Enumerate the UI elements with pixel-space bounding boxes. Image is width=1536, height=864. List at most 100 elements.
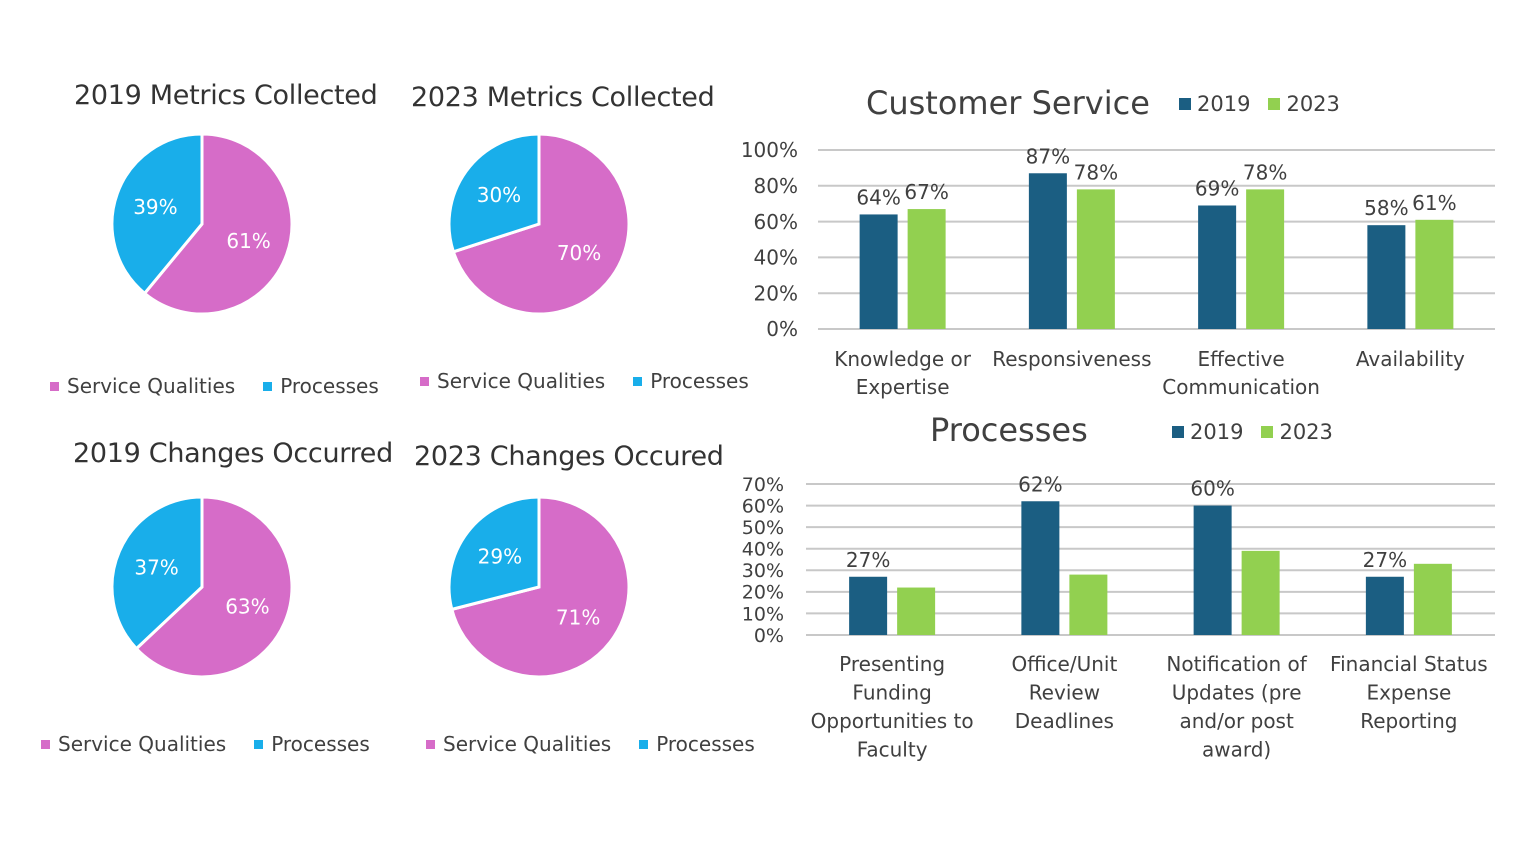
x-category-label: Responsiveness xyxy=(992,347,1151,371)
bar-2023-0 xyxy=(897,587,936,635)
bar-title-processes: Processes xyxy=(930,411,1088,449)
bar-data-label: 78% xyxy=(1243,160,1287,184)
bar-2019-2 xyxy=(1193,505,1232,635)
pie-legend-2019-changes: Service Qualities Processes xyxy=(41,732,370,756)
x-category-label: Availability xyxy=(1356,347,1465,371)
bar-chart-customer-service: 0% 20% 40% 60% 80% 100% 64% 67% Knowledge or Expe… xyxy=(741,138,1495,399)
x-category-label: Review xyxy=(1029,681,1100,705)
bar-data-label: 62% xyxy=(1018,472,1062,496)
bar-2019-3 xyxy=(1365,576,1404,635)
x-category-label: Reporting xyxy=(1360,709,1457,733)
legend-label-2023: 2023 xyxy=(1279,420,1333,444)
bar-data-label: 64% xyxy=(856,185,900,209)
legend-item-service-qualities: Service Qualities xyxy=(426,732,611,756)
legend-swatch-processes xyxy=(633,376,643,386)
y-tick-label: 40% xyxy=(754,246,798,270)
pie-title-2023-changes: 2023 Changes Occured xyxy=(414,441,724,472)
y-tick-label: 0% xyxy=(754,625,784,647)
legend-label: Processes xyxy=(280,374,379,398)
x-category-label: Funding xyxy=(852,681,931,705)
bar-2023-1 xyxy=(1076,189,1115,329)
legend-swatch-service-qualities xyxy=(420,376,429,386)
bar-2023-1 xyxy=(1069,574,1108,635)
x-category-label: Faculty xyxy=(857,738,928,762)
y-tick-label: 60% xyxy=(754,210,798,234)
pie-data-label: 30% xyxy=(477,183,521,207)
x-category-label: award) xyxy=(1202,738,1271,762)
x-category-label: Communication xyxy=(1162,375,1320,399)
bar-2019-1 xyxy=(1021,501,1060,635)
x-category-label: Office/Unit xyxy=(1011,652,1117,676)
pie-slice-service-qualities xyxy=(451,132,631,316)
legend-label-2019: 2019 xyxy=(1197,92,1251,116)
pie-data-label: 39% xyxy=(133,195,177,219)
legend-label: Service Qualities xyxy=(67,374,236,398)
y-tick-label: 20% xyxy=(742,582,784,604)
y-tick-label: 10% xyxy=(742,603,784,625)
legend-swatch-2023 xyxy=(1261,426,1274,438)
legend-label: Service Qualities xyxy=(58,732,227,756)
y-tick-label: 40% xyxy=(742,539,784,561)
pie-data-label: 29% xyxy=(478,545,522,569)
bar-title-customer-service: Customer Service xyxy=(866,84,1150,122)
bar-2023-2 xyxy=(1241,550,1280,635)
legend-item-service-qualities: Service Qualities xyxy=(50,374,235,398)
x-category-label: Opportunities to xyxy=(811,709,974,733)
x-category-label: Deadlines xyxy=(1015,709,1114,733)
pie-chart-2023-changes: 71% 29% xyxy=(447,495,631,679)
legend-swatch-service-qualities xyxy=(426,739,435,749)
legend-swatch-processes xyxy=(254,739,264,749)
legend-swatch-processes xyxy=(263,381,273,391)
bar-2023-2 xyxy=(1246,189,1285,329)
pie-slice-processes xyxy=(110,495,204,651)
pie-title-2019-metrics: 2019 Metrics Collected xyxy=(74,80,378,111)
legend-swatch-2019 xyxy=(1172,426,1184,438)
y-tick-label: 80% xyxy=(754,174,798,198)
pie-data-label: 63% xyxy=(225,595,269,619)
bar-data-label: 87% xyxy=(1026,144,1070,168)
bar-2019-3 xyxy=(1367,225,1406,329)
x-category-label: and/or post xyxy=(1179,709,1294,733)
pie-slice-service-qualities xyxy=(134,495,294,679)
bar-2023-0 xyxy=(907,209,946,329)
x-category-label: Financial Status xyxy=(1330,652,1488,676)
legend-swatch-service-qualities xyxy=(50,381,59,391)
pie-chart-2019-changes: 63% 37% xyxy=(110,495,294,679)
bar-2019-0 xyxy=(859,214,898,329)
legend-label-2023: 2023 xyxy=(1286,92,1340,116)
legend-swatch-2023 xyxy=(1268,98,1281,110)
pie-legend-2019-metrics: Service Qualities Processes xyxy=(50,374,379,398)
legend-item-processes: Processes xyxy=(254,732,370,756)
bar-2019-1 xyxy=(1028,173,1067,329)
legend-label: Processes xyxy=(271,732,370,756)
pie-title-2023-metrics: 2023 Metrics Collected xyxy=(411,82,715,113)
bar-2019-0 xyxy=(849,576,888,635)
pie-slice-processes xyxy=(110,132,204,296)
bar-chart-processes: 0%10%20%30%40%50%60%70%27%PresentingFund… xyxy=(742,472,1495,762)
bar-2023-3 xyxy=(1415,219,1454,329)
pie-chart-2023-metrics: 70% 30% xyxy=(447,132,631,316)
y-tick-label: 0% xyxy=(766,317,798,341)
legend-swatch-2019 xyxy=(1179,98,1191,110)
pie-data-label: 61% xyxy=(226,229,270,253)
legend-item-service-qualities: Service Qualities xyxy=(41,732,226,756)
bar-data-label: 27% xyxy=(1363,548,1407,572)
x-category-label: Notification of xyxy=(1166,652,1307,676)
bar-legend-customer-service: 2019 2023 xyxy=(1179,92,1340,116)
y-tick-label: 30% xyxy=(742,560,784,582)
pie-title-2019-changes: 2019 Changes Occurred xyxy=(73,438,393,469)
bar-data-label: 61% xyxy=(1412,191,1456,215)
pie-slice-processes xyxy=(447,495,541,612)
bar-data-label: 58% xyxy=(1364,196,1408,220)
legend-item-processes: Processes xyxy=(633,369,749,393)
pie-slice-service-qualities xyxy=(142,132,294,316)
legend-label: Service Qualities xyxy=(437,369,606,393)
pie-slice-processes xyxy=(447,132,541,254)
pie-data-label: 37% xyxy=(134,555,178,579)
pie-chart-2019-metrics: 61% 39% xyxy=(110,132,294,316)
x-category-label: Presenting xyxy=(839,652,945,676)
x-category-label: Updates (pre xyxy=(1172,681,1302,705)
bar-data-label: 69% xyxy=(1195,176,1239,200)
legend-label-2019: 2019 xyxy=(1190,420,1244,444)
y-tick-label: 70% xyxy=(742,474,784,496)
